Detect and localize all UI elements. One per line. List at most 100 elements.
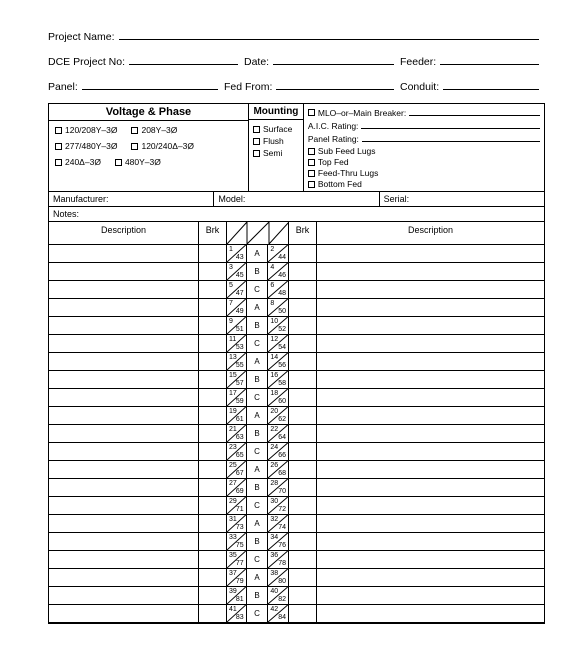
brk-cell[interactable] bbox=[199, 461, 226, 479]
desc-cell[interactable] bbox=[317, 515, 544, 533]
desc-cell[interactable] bbox=[49, 425, 198, 443]
desc-cell[interactable] bbox=[49, 335, 198, 353]
brk-cell[interactable] bbox=[199, 515, 226, 533]
desc-cell[interactable] bbox=[317, 533, 544, 551]
desc-cell[interactable] bbox=[317, 569, 544, 587]
brk-cell[interactable] bbox=[199, 407, 226, 425]
desc-cell[interactable] bbox=[49, 407, 198, 425]
desc-cell[interactable] bbox=[49, 317, 198, 335]
desc-cell[interactable] bbox=[317, 353, 544, 371]
brk-cell[interactable] bbox=[289, 263, 316, 281]
rating-check[interactable]: Feed-Thru Lugs bbox=[308, 168, 419, 178]
brk-cell[interactable] bbox=[289, 281, 316, 299]
desc-cell[interactable] bbox=[49, 461, 198, 479]
rating-check[interactable]: Sub Feed Lugs bbox=[308, 146, 419, 156]
vp-option[interactable]: 240Δ–3Ø bbox=[55, 157, 101, 167]
desc-cell[interactable] bbox=[49, 263, 198, 281]
conduit-input[interactable] bbox=[443, 78, 539, 90]
desc-cell[interactable] bbox=[317, 587, 544, 605]
mount-option[interactable]: Flush bbox=[253, 136, 299, 146]
brk-cell[interactable] bbox=[199, 497, 226, 515]
panel-input[interactable] bbox=[82, 78, 218, 90]
desc-cell[interactable] bbox=[317, 263, 544, 281]
brk-cell[interactable] bbox=[199, 353, 226, 371]
desc-cell[interactable] bbox=[317, 461, 544, 479]
brk-cell[interactable] bbox=[289, 533, 316, 551]
date-input[interactable] bbox=[273, 53, 394, 65]
desc-cell[interactable] bbox=[317, 299, 544, 317]
desc-cell[interactable] bbox=[49, 443, 198, 461]
brk-cell[interactable] bbox=[199, 263, 226, 281]
brk-cell[interactable] bbox=[199, 371, 226, 389]
brk-cell[interactable] bbox=[289, 371, 316, 389]
desc-cell[interactable] bbox=[317, 281, 544, 299]
desc-cell[interactable] bbox=[317, 479, 544, 497]
mount-option[interactable]: Semi bbox=[253, 148, 299, 158]
brk-cell[interactable] bbox=[199, 317, 226, 335]
project-name-input[interactable] bbox=[119, 28, 539, 40]
brk-cell[interactable] bbox=[289, 425, 316, 443]
desc-cell[interactable] bbox=[49, 281, 198, 299]
desc-cell[interactable] bbox=[49, 245, 198, 263]
vp-option[interactable]: 277/480Y–3Ø bbox=[55, 141, 117, 151]
desc-cell[interactable] bbox=[317, 317, 544, 335]
desc-cell[interactable] bbox=[49, 299, 198, 317]
fed-from-input[interactable] bbox=[276, 78, 394, 90]
desc-cell[interactable] bbox=[49, 371, 198, 389]
vp-option[interactable]: 208Y–3Ø bbox=[131, 125, 177, 135]
brk-cell[interactable] bbox=[289, 515, 316, 533]
brk-cell[interactable] bbox=[199, 479, 226, 497]
vp-option[interactable]: 480Y–3Ø bbox=[115, 157, 161, 167]
brk-cell[interactable] bbox=[289, 389, 316, 407]
desc-cell[interactable] bbox=[49, 587, 198, 605]
vp-option[interactable]: 120/208Y–3Ø bbox=[55, 125, 117, 135]
feeder-input[interactable] bbox=[440, 53, 539, 65]
desc-cell[interactable] bbox=[49, 353, 198, 371]
mlo-input[interactable] bbox=[409, 106, 540, 116]
brk-cell[interactable] bbox=[199, 299, 226, 317]
brk-cell[interactable] bbox=[199, 425, 226, 443]
brk-cell[interactable] bbox=[199, 281, 226, 299]
rating-check[interactable]: Bottom Fed bbox=[308, 179, 419, 189]
desc-cell[interactable] bbox=[317, 407, 544, 425]
brk-cell[interactable] bbox=[289, 605, 316, 623]
desc-cell[interactable] bbox=[317, 371, 544, 389]
desc-cell[interactable] bbox=[49, 569, 198, 587]
brk-cell[interactable] bbox=[289, 353, 316, 371]
mount-option[interactable]: Surface bbox=[253, 124, 299, 134]
brk-cell[interactable] bbox=[289, 407, 316, 425]
brk-cell[interactable] bbox=[199, 551, 226, 569]
brk-cell[interactable] bbox=[289, 551, 316, 569]
rating-check[interactable]: Top Fed bbox=[308, 157, 419, 167]
brk-cell[interactable] bbox=[289, 569, 316, 587]
brk-cell[interactable] bbox=[199, 569, 226, 587]
desc-cell[interactable] bbox=[49, 497, 198, 515]
brk-cell[interactable] bbox=[289, 299, 316, 317]
desc-cell[interactable] bbox=[317, 497, 544, 515]
brk-cell[interactable] bbox=[199, 245, 226, 263]
vp-option[interactable]: 120/240Δ–3Ø bbox=[131, 141, 193, 151]
mlo-checkbox[interactable] bbox=[308, 109, 315, 116]
brk-cell[interactable] bbox=[289, 317, 316, 335]
brk-cell[interactable] bbox=[289, 479, 316, 497]
desc-cell[interactable] bbox=[49, 479, 198, 497]
desc-cell[interactable] bbox=[49, 389, 198, 407]
brk-cell[interactable] bbox=[289, 461, 316, 479]
brk-cell[interactable] bbox=[199, 533, 226, 551]
brk-cell[interactable] bbox=[199, 443, 226, 461]
desc-cell[interactable] bbox=[317, 245, 544, 263]
desc-cell[interactable] bbox=[317, 425, 544, 443]
brk-cell[interactable] bbox=[289, 587, 316, 605]
desc-cell[interactable] bbox=[317, 389, 544, 407]
panel-rating-input[interactable] bbox=[362, 132, 540, 142]
brk-cell[interactable] bbox=[289, 443, 316, 461]
brk-cell[interactable] bbox=[199, 335, 226, 353]
desc-cell[interactable] bbox=[317, 335, 544, 353]
brk-cell[interactable] bbox=[289, 497, 316, 515]
dce-no-input[interactable] bbox=[129, 53, 238, 65]
brk-cell[interactable] bbox=[199, 587, 226, 605]
aic-input[interactable] bbox=[361, 119, 540, 129]
desc-cell[interactable] bbox=[317, 551, 544, 569]
desc-cell[interactable] bbox=[317, 443, 544, 461]
brk-cell[interactable] bbox=[199, 389, 226, 407]
